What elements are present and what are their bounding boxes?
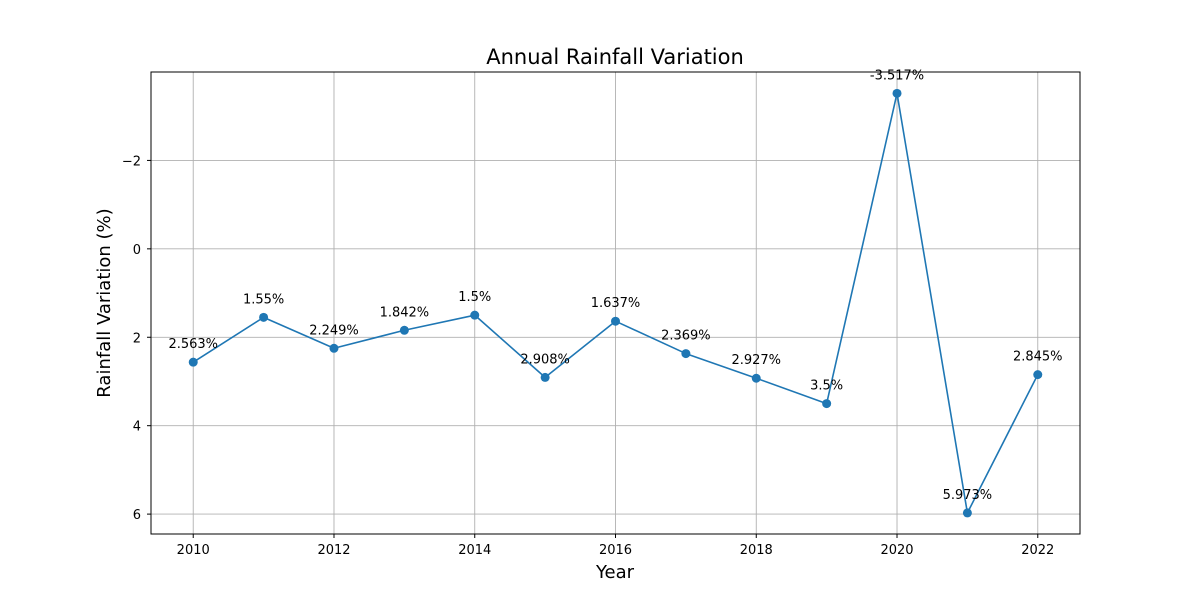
data-label: 2.249% bbox=[309, 323, 359, 338]
data-point bbox=[1033, 370, 1043, 380]
x-tick-label: 2010 bbox=[177, 543, 210, 558]
data-label: 2.369% bbox=[661, 329, 711, 344]
data-label: 2.927% bbox=[731, 353, 781, 368]
data-point bbox=[470, 310, 480, 320]
x-tick-label: 2016 bbox=[599, 543, 632, 558]
data-point bbox=[892, 88, 902, 98]
data-label: 1.5% bbox=[458, 290, 491, 305]
data-point bbox=[751, 373, 761, 383]
data-label: 1.637% bbox=[591, 296, 641, 311]
data-point bbox=[399, 325, 409, 335]
data-point bbox=[259, 312, 269, 322]
y-axis-label: Rainfall Variation (%) bbox=[94, 208, 115, 397]
data-point bbox=[681, 349, 691, 359]
data-label: 1.842% bbox=[380, 305, 430, 320]
ticks: 2010 2012 2014 2016 2018 2020 2022 −2 0 2 4 6 bbox=[122, 154, 1054, 558]
x-tick-label: 2018 bbox=[740, 543, 773, 558]
y-tick-label: 0 bbox=[133, 243, 141, 258]
data-point bbox=[188, 357, 198, 367]
data-point bbox=[822, 399, 832, 409]
chart-title: Annual Rainfall Variation bbox=[486, 45, 744, 69]
x-tick-label: 2020 bbox=[880, 543, 913, 558]
x-axis-label: Year bbox=[595, 562, 635, 583]
x-tick-label: 2022 bbox=[1021, 543, 1054, 558]
data-point bbox=[611, 316, 620, 326]
y-tick-label: 2 bbox=[133, 331, 141, 346]
data-label: -3.517% bbox=[870, 68, 924, 83]
series-layer bbox=[188, 88, 1043, 518]
grid bbox=[151, 72, 1080, 534]
data-label: 3.5% bbox=[810, 379, 843, 394]
data-label: 5.973% bbox=[943, 488, 993, 503]
data-label: 1.55% bbox=[243, 292, 284, 307]
y-tick-label: −2 bbox=[122, 154, 141, 169]
y-tick-label: 6 bbox=[133, 508, 141, 523]
data-labels: 2.563% 1.55% 2.249% 1.842% 1.5% 2.908% 1.637% 2… bbox=[168, 68, 1062, 503]
data-point bbox=[962, 508, 972, 518]
data-label: 2.563% bbox=[168, 337, 218, 352]
data-point bbox=[540, 372, 550, 382]
x-tick-label: 2014 bbox=[458, 543, 491, 558]
y-tick-label: 4 bbox=[133, 420, 141, 435]
x-tick-label: 2012 bbox=[317, 543, 350, 558]
data-label: 2.845% bbox=[1013, 350, 1063, 365]
data-label: 2.908% bbox=[520, 352, 570, 367]
data-point bbox=[329, 343, 339, 353]
